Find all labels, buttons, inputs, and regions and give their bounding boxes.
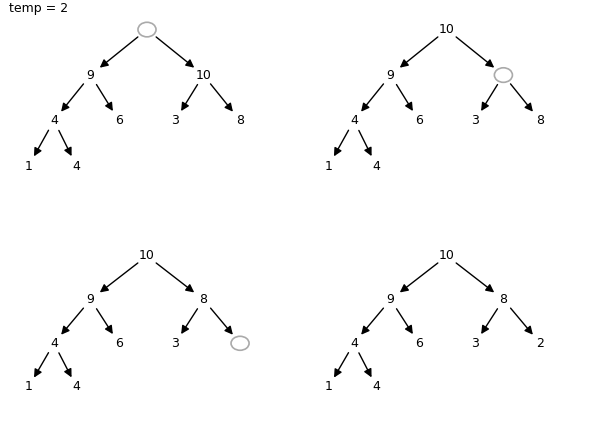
Text: 4: 4: [350, 114, 358, 127]
Text: 3: 3: [471, 114, 479, 127]
Circle shape: [494, 68, 512, 83]
Text: temp = 2: temp = 2: [9, 2, 68, 15]
Text: 4: 4: [73, 160, 80, 173]
Text: 10: 10: [196, 69, 211, 82]
Text: 9: 9: [386, 293, 395, 306]
Text: 9: 9: [86, 293, 95, 306]
Text: 1: 1: [325, 380, 332, 393]
Text: 6: 6: [115, 114, 123, 127]
Text: 10: 10: [439, 249, 455, 262]
Text: 6: 6: [115, 337, 123, 350]
Text: 4: 4: [50, 114, 58, 127]
Text: 4: 4: [373, 380, 380, 393]
Text: 4: 4: [373, 160, 380, 173]
Text: 8: 8: [236, 114, 244, 127]
Text: 4: 4: [73, 380, 80, 393]
Circle shape: [231, 336, 249, 350]
Text: 2: 2: [536, 337, 544, 350]
Text: 3: 3: [171, 114, 179, 127]
Text: 8: 8: [536, 114, 544, 127]
Text: 6: 6: [415, 114, 423, 127]
Circle shape: [138, 22, 156, 37]
Text: 8: 8: [499, 293, 508, 306]
Text: 3: 3: [171, 337, 179, 350]
Text: 8: 8: [199, 293, 208, 306]
Text: 10: 10: [439, 23, 455, 36]
Text: 1: 1: [325, 160, 332, 173]
Text: 10: 10: [139, 249, 155, 262]
Text: 9: 9: [86, 69, 95, 82]
Text: 9: 9: [386, 69, 395, 82]
Text: 4: 4: [350, 337, 358, 350]
Text: 6: 6: [415, 337, 423, 350]
Text: 4: 4: [50, 337, 58, 350]
Text: 3: 3: [471, 337, 479, 350]
Text: 1: 1: [25, 380, 32, 393]
Text: 1: 1: [25, 160, 32, 173]
